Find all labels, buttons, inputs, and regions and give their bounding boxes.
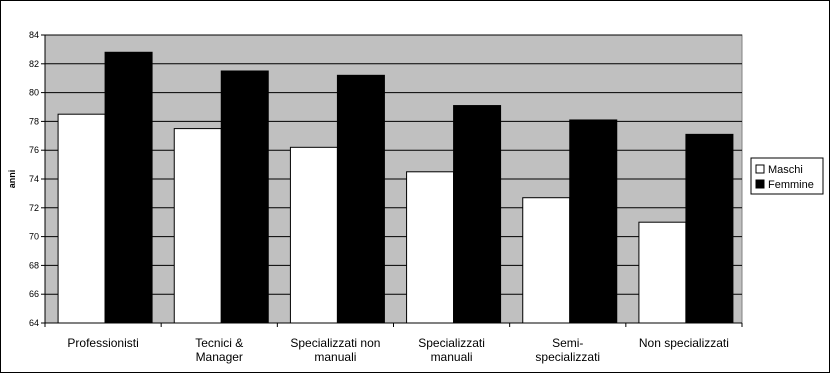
legend-label-maschi: Maschi (768, 164, 803, 176)
y-tick-labels: 64 66 68 70 72 74 76 78 80 82 84 (29, 30, 45, 328)
x-tick-label: Specializzati (418, 336, 485, 350)
bar-femmine-1 (220, 70, 269, 324)
y-tick-label: 82 (29, 59, 39, 69)
x-tick-label: Manager (196, 350, 243, 364)
y-tick-label: 80 (29, 88, 39, 98)
bar-maschi-1 (173, 128, 222, 324)
y-tick-label: 70 (29, 232, 39, 242)
bar-femmine-2 (336, 74, 385, 324)
x-tick-labels: Professionisti Tecnici &Manager Specializz… (44, 323, 743, 364)
bar-maschi-3 (406, 171, 455, 324)
bar-femmine-5 (685, 133, 734, 324)
y-tick-label: 76 (29, 145, 39, 155)
bar-femmine-0 (104, 51, 153, 324)
bar-maschi-5 (638, 221, 687, 324)
bar-femmine-3 (453, 105, 502, 324)
bars (57, 51, 734, 324)
legend-label-femmine: Femmine (768, 179, 814, 191)
x-tick-label: manuali (314, 350, 356, 364)
legend-swatch-femmine (755, 179, 765, 189)
y-tick-label: 74 (29, 174, 39, 184)
bar-femmine-4 (569, 119, 618, 324)
y-tick-label: 78 (29, 116, 39, 126)
x-tick-label: manuali (431, 350, 473, 364)
x-tick-label: Non specializzati (639, 336, 729, 350)
y-tick-label: 66 (29, 289, 39, 299)
legend-swatch-maschi (755, 164, 765, 174)
y-tick-label: 64 (29, 318, 39, 328)
x-tick-label: Specializzati non (290, 336, 380, 350)
x-tick-label: specializzati (535, 350, 600, 364)
y-tick-label: 72 (29, 203, 39, 213)
bar-maschi-0 (57, 113, 106, 324)
x-tick-label: Semi- (552, 336, 583, 350)
y-tick-label: 68 (29, 260, 39, 270)
x-tick-label: Professionisti (67, 336, 138, 350)
bar-maschi-4 (522, 197, 571, 324)
bar-maschi-2 (289, 146, 338, 324)
y-axis-label: anni (7, 170, 17, 189)
legend: Maschi Femmine (750, 157, 824, 195)
y-tick-label: 84 (29, 30, 39, 40)
x-tick-label: Tecnici & (195, 336, 243, 350)
